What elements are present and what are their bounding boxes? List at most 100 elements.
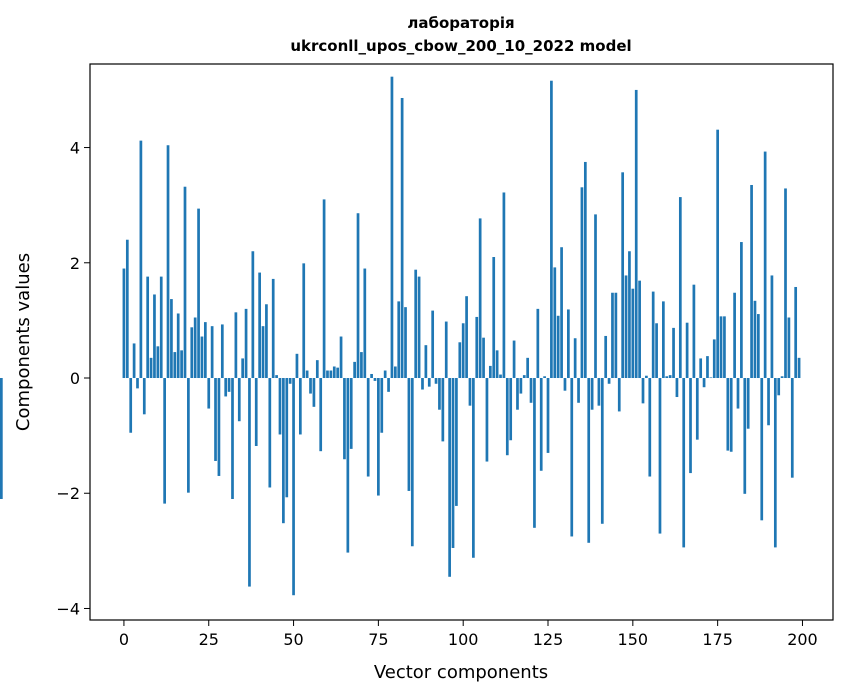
bar-15 [173,352,177,379]
bar-110 [495,350,499,379]
bar-5 [139,140,143,379]
bar-199 [797,357,801,379]
bar-162 [672,327,675,379]
bar-138 [590,378,594,410]
bar-190 [767,378,770,426]
y-axis-label: Components values [13,253,34,431]
bar-62 [332,366,336,379]
bar-20 [190,327,194,379]
bar-195 [784,188,787,379]
bar-198 [794,286,798,379]
bar-115 [512,340,516,379]
bar-106 [482,337,485,379]
bar-92 [434,378,438,384]
bar-77 [383,370,387,379]
bar-179 [729,378,733,452]
bar-51 [295,353,299,379]
bar-32 [231,378,234,499]
bar-154 [645,375,648,379]
bar-22 [197,208,200,379]
chart-title-line-2: ukrconll_upos_cbow_200_10_2022 model [290,37,631,55]
bar-161 [668,375,672,379]
x-tick-label: 125 [533,630,564,649]
bar-87 [417,276,421,379]
bar-132 [570,378,574,537]
bar-40 [258,272,261,379]
bar-45 [275,375,278,379]
bar-96 [448,378,451,577]
bar-38 [251,251,255,379]
bar-102 [468,378,472,406]
bar-75 [377,378,380,496]
bar-74 [373,378,377,381]
bar-111 [499,374,502,379]
bar-48 [285,378,289,498]
bar-139 [594,214,597,379]
bar-88 [421,378,424,390]
bar-119 [526,357,530,379]
bar-43 [268,378,272,488]
bar-9 [153,294,156,379]
bar-153 [641,378,645,404]
bar-81 [397,301,401,379]
bar-100 [461,323,465,379]
bar-10 [156,346,160,379]
bar-193 [777,378,781,396]
bar-84 [407,378,411,491]
bar-158 [658,378,662,534]
bar-16 [176,313,180,379]
bar-117 [519,378,523,394]
bar-50 [292,378,295,596]
bar-42 [265,304,268,379]
bar-69 [356,213,360,379]
bar-112 [502,192,506,379]
bar-183 [743,378,747,494]
bar-122 [536,308,540,379]
bar-156 [651,291,655,379]
bar-146 [617,378,621,412]
bar-19 [187,378,190,493]
bar-194 [780,376,784,379]
bar-188 [760,378,764,521]
bar-157 [655,323,658,379]
x-tick-label: 200 [787,630,818,649]
bar-176 [719,316,723,379]
bar-30 [224,378,228,397]
x-tick-label: 100 [448,630,479,649]
bar-57 [315,360,319,379]
bar-31 [227,378,231,392]
bar-85 [410,378,414,547]
y-tick-label: 4 [70,139,80,158]
bar-152 [638,280,641,379]
bar-93 [438,378,441,410]
bar-65 [343,378,346,460]
bar-160 [665,376,669,379]
bar-104 [475,316,479,379]
bar-98 [455,378,458,506]
bar-116 [516,378,519,410]
bar-25 [207,378,211,409]
bar-23 [200,336,204,379]
bar-97 [451,378,455,548]
x-tick-label: 25 [199,630,219,649]
bar-60 [326,370,329,379]
bar-166 [685,322,689,379]
bar-177 [723,316,726,379]
bar-155 [648,378,652,477]
bar-4 [136,378,139,389]
bar-67 [349,378,353,449]
bar-147 [621,172,625,379]
bar-148 [624,275,628,379]
bar-186 [753,300,757,379]
bar-54 [305,370,309,379]
bar-189 [763,151,767,379]
bar-49 [288,378,292,384]
bar-135 [580,187,584,379]
bar-196 [787,317,791,379]
bar-89 [424,345,428,379]
bar-73 [370,373,373,379]
y-tick-label: 2 [70,254,80,273]
bar-178 [726,378,730,451]
bar-128 [556,315,560,379]
